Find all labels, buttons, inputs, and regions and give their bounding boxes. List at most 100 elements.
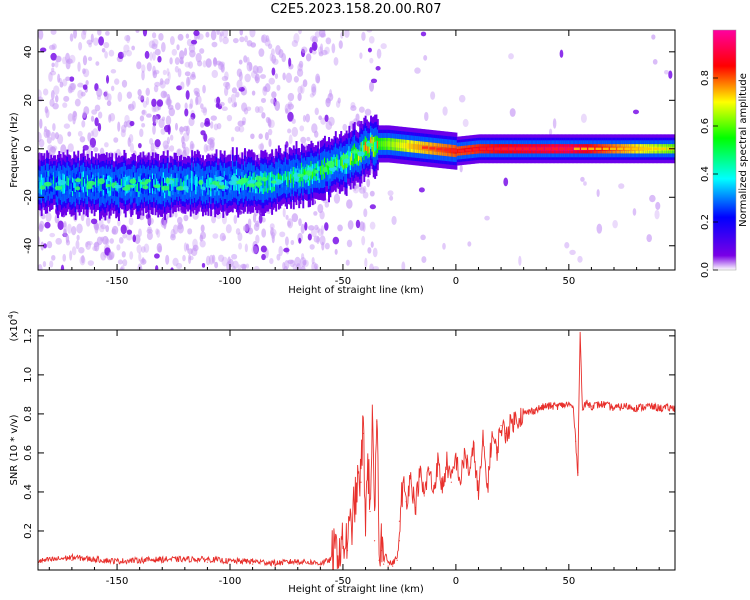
noise-speck (261, 34, 268, 44)
noise-speck (216, 122, 222, 130)
noise-speck (271, 67, 276, 76)
noise-speck (54, 61, 59, 68)
noise-speck (208, 137, 215, 142)
noise-speck (559, 49, 564, 58)
ridge-cell (264, 176, 267, 187)
noise-speck (271, 54, 277, 64)
noise-speck (94, 117, 99, 127)
noise-speck (244, 243, 248, 253)
ridge-blob (105, 183, 111, 188)
spectrogram-y-tick-label: 40 (23, 45, 34, 58)
noise-speck (220, 64, 225, 73)
ridge-cell (155, 178, 158, 188)
snr-point (468, 471, 471, 474)
noise-speck (71, 246, 77, 256)
snr-y-scale-suffix: ) (9, 310, 20, 314)
ridge-cell (46, 177, 49, 187)
ridge-cell (84, 178, 87, 187)
snr-point (545, 405, 547, 407)
noise-speck (309, 47, 313, 54)
noise-speck (359, 52, 363, 59)
noise-speck (260, 245, 267, 253)
noise-speck (274, 100, 281, 111)
ridge-cell (353, 149, 356, 159)
noise-speck (137, 142, 142, 149)
ridge-cell (299, 174, 302, 182)
ridge-core (465, 148, 472, 152)
noise-speck (50, 90, 55, 100)
ridge-cell (269, 177, 272, 186)
ridge-cell (208, 177, 211, 186)
ridge-cell (267, 180, 270, 189)
noise-speck (141, 64, 146, 73)
noise-speck (308, 225, 315, 231)
noise-speck (503, 177, 509, 187)
noise-speck (238, 59, 243, 65)
ridge-cell (109, 181, 112, 191)
noise-speck (293, 33, 300, 44)
noise-speck (38, 263, 43, 270)
snr-point (274, 565, 276, 567)
noise-speck (110, 69, 117, 74)
noise-speck (251, 90, 256, 96)
noise-speck (160, 90, 167, 99)
noise-speck (203, 133, 208, 142)
noise-speck (210, 30, 217, 41)
noise-speck (81, 120, 86, 128)
noise-speck (90, 218, 98, 225)
ridge-cell (402, 142, 405, 149)
noise-speck (459, 164, 463, 173)
noise-speck (612, 220, 618, 229)
noise-speck (361, 31, 366, 41)
noise-speck (69, 54, 76, 64)
noise-speck (88, 144, 93, 152)
noise-speck (376, 48, 382, 59)
spectrogram-panel: -150 -100 -50 0 50 -40 -20 0 20 40 Height of str… (9, 29, 676, 296)
noise-speck (38, 138, 45, 148)
chart-title: C2E5.2023.158.20.00.R07 (270, 2, 442, 17)
spectrogram-x-tick-label: -150 (106, 276, 129, 287)
ridge-cell (73, 178, 76, 188)
noise-speck (270, 98, 275, 104)
noise-speck (467, 241, 472, 247)
ridge-cell (226, 180, 229, 190)
noise-speck (324, 46, 330, 55)
noise-speck (287, 92, 295, 102)
noise-speck (42, 261, 47, 268)
noise-speck (170, 267, 174, 270)
snr-point (364, 530, 367, 532)
noise-speck (48, 44, 56, 51)
noise-speck (418, 187, 425, 193)
ridge-blob (230, 175, 238, 182)
noise-speck (46, 240, 53, 249)
noise-speck (154, 139, 161, 148)
noise-speck (654, 209, 660, 220)
ridge-blob (176, 186, 186, 191)
noise-speck (271, 91, 277, 99)
noise-speck (174, 65, 179, 73)
snr-point (423, 495, 425, 497)
ridge-core (487, 147, 494, 150)
noise-speck (203, 143, 208, 153)
noise-speck (38, 30, 44, 40)
noise-speck (188, 61, 193, 69)
noise-speck (243, 55, 248, 63)
ridge-cell (365, 142, 368, 151)
noise-speck (261, 112, 266, 119)
noise-speck (180, 81, 185, 90)
ridge-blob (328, 164, 335, 168)
noise-speck (564, 242, 570, 249)
snr-point (367, 471, 369, 474)
noise-speck (57, 220, 64, 231)
noise-speck (372, 266, 380, 270)
noise-speck (48, 71, 53, 82)
noise-speck (195, 52, 202, 63)
noise-speck (260, 34, 265, 43)
svg-text:(x104): (x104) (7, 310, 20, 341)
noise-speck (74, 98, 81, 107)
noise-speck (333, 56, 339, 66)
noise-speck (362, 222, 366, 233)
noise-speck (287, 218, 294, 229)
noise-speck (62, 228, 67, 238)
